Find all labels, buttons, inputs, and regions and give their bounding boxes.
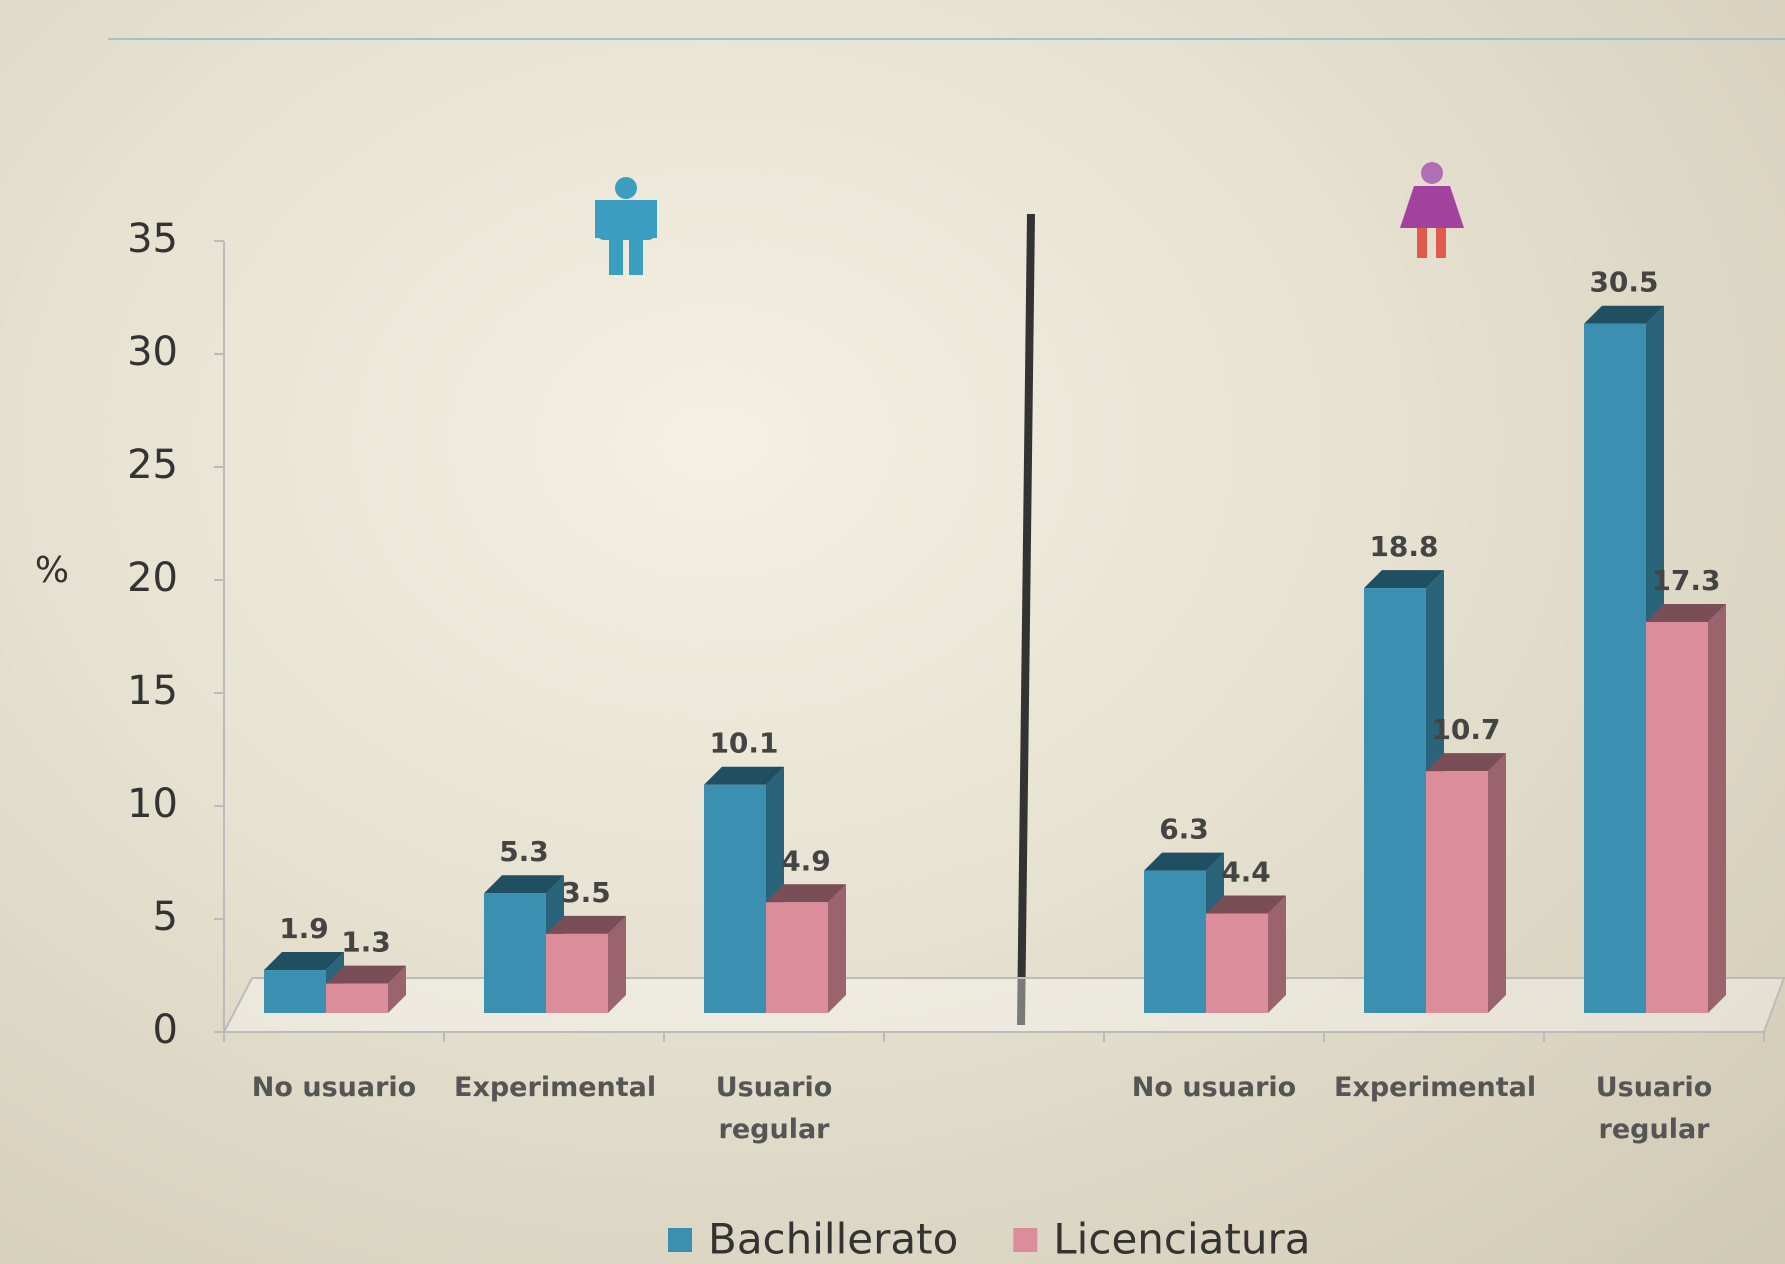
value-label: 1.3 [341,926,391,959]
bar-top [1364,570,1444,589]
bar-top [326,965,406,984]
value-label: 5.3 [499,835,549,868]
x-tick-label: Experimental [454,1072,657,1103]
bar-side [608,915,626,1013]
bar [1646,622,1708,1013]
value-label: 18.8 [1369,530,1438,563]
bar-top [484,875,564,894]
bar [546,933,608,1013]
female-icon [1400,162,1464,258]
value-label: 10.1 [709,727,778,760]
bar [1206,913,1268,1013]
x-tick-label: No usuario [251,1072,417,1103]
y-tick-label: 15 [127,668,178,714]
bar-top [546,915,626,934]
bar-side [1708,604,1726,1013]
y-axis-label: % [35,550,69,591]
bar-top [1426,753,1506,772]
value-label: 1.9 [279,912,329,945]
male-icon [595,177,657,275]
y-tick-label: 35 [127,216,178,262]
bar [326,983,388,1013]
legend-swatch [668,1228,692,1252]
y-tick-label: 30 [127,329,178,375]
bar [766,902,828,1013]
value-label: 4.9 [781,844,831,877]
y-tick-label: 25 [127,442,178,488]
value-label: 3.5 [561,876,611,909]
y-tick-label: 5 [153,894,178,940]
bar-top [1646,604,1726,623]
value-label: 30.5 [1589,266,1658,299]
bar [1364,588,1426,1013]
value-label: 4.4 [1221,856,1271,889]
value-label: 17.3 [1651,564,1720,597]
legend-label: Bachillerato [708,1215,958,1264]
x-tick-label: Usuario regular [1595,1072,1713,1145]
y-tick-label: 20 [127,555,178,601]
y-tick-label: 0 [153,1007,178,1053]
bar-top [264,952,344,971]
bar [1144,870,1206,1013]
bar-side [828,884,846,1013]
value-label: 10.7 [1431,713,1500,746]
legend-swatch [1013,1228,1038,1252]
legend-label: Licenciatura [1053,1215,1310,1264]
value-label: 6.3 [1159,813,1209,846]
bar [484,893,546,1013]
bar [1584,323,1646,1013]
bar-top [1206,895,1286,914]
bar [1426,771,1488,1013]
bar-top [1144,852,1224,871]
x-tick-label: Usuario regular [715,1072,833,1145]
bar-side [388,965,406,1013]
bar [264,970,326,1013]
x-tick-label: No usuario [1131,1072,1297,1103]
bar [704,784,766,1013]
bar-side [1268,895,1286,1013]
x-tick-label: Experimental [1334,1072,1537,1103]
y-tick-label: 10 [127,781,178,827]
bar-top [704,766,784,785]
divider [1017,213,1035,1026]
bar-top [1584,305,1664,324]
bar-top [766,884,846,903]
bar-side [1488,753,1506,1013]
floor [222,977,1785,1033]
